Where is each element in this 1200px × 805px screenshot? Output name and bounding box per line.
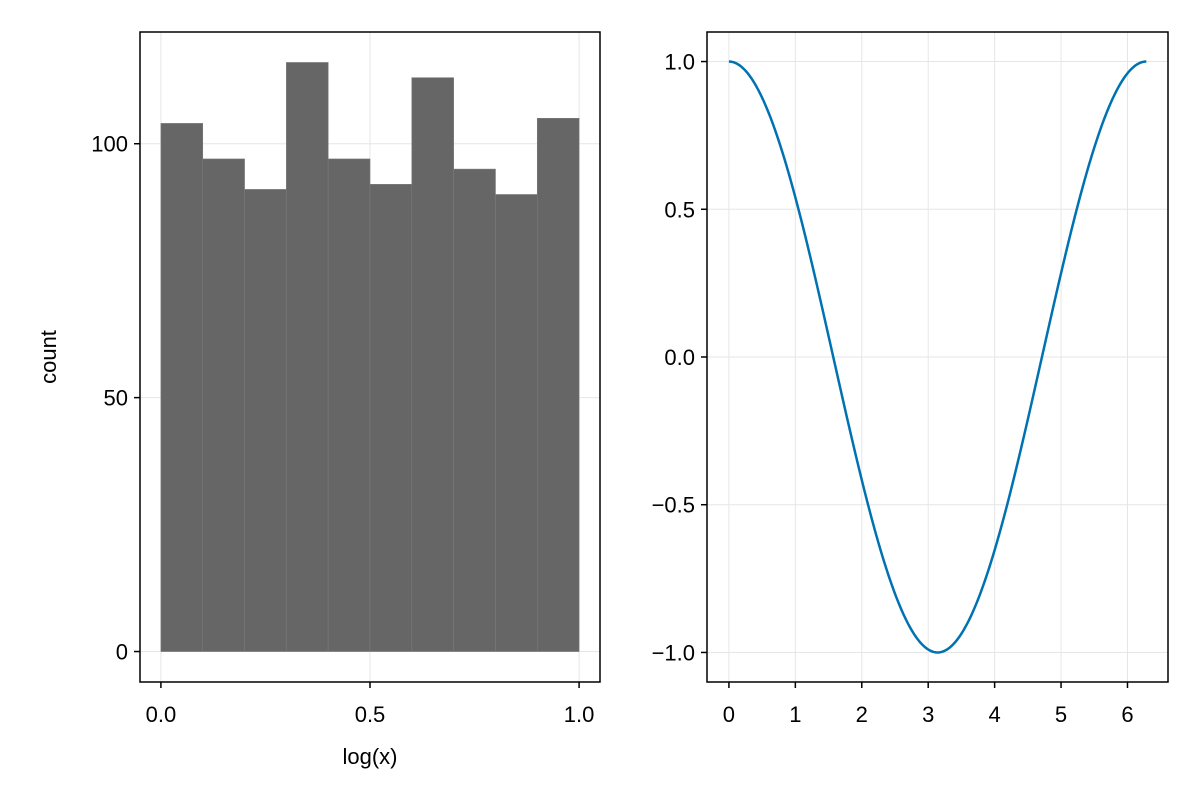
line-x-tick-label: 5 xyxy=(1055,702,1067,727)
histogram-bar xyxy=(495,194,538,652)
histogram-bar xyxy=(369,184,413,652)
histogram-x-tick-label: 0.5 xyxy=(355,702,386,727)
histogram-panel: 0.0 0.5 1.0 0 50 100 log(x) count xyxy=(36,31,601,769)
line-y-tick-label: −0.5 xyxy=(652,493,695,518)
line-x-tick-label: 1 xyxy=(789,702,801,727)
histogram-bar xyxy=(327,158,371,652)
histogram-y-tick-label: 50 xyxy=(104,386,128,411)
histogram-x-tick-label: 1.0 xyxy=(564,702,595,727)
histogram-bars xyxy=(160,62,580,652)
line-x-tick-label: 2 xyxy=(856,702,868,727)
histogram-y-ticks: 0 50 100 xyxy=(91,132,140,665)
histogram-y-tick-label: 0 xyxy=(116,640,128,665)
histogram-x-ticks: 0.0 0.5 1.0 xyxy=(146,682,595,727)
line-y-tick-label: 0.5 xyxy=(664,197,695,222)
histogram-y-tick-label: 100 xyxy=(91,132,128,157)
histogram-bar xyxy=(411,77,454,652)
histogram-bar xyxy=(286,62,329,652)
line-y-tick-label: 1.0 xyxy=(664,50,695,75)
line-x-tick-label: 0 xyxy=(723,702,735,727)
line-x-tick-label: 4 xyxy=(989,702,1001,727)
line-x-tick-label: 6 xyxy=(1121,702,1133,727)
histogram-x-tick-label: 0.0 xyxy=(146,702,177,727)
histogram-x-axis-label: log(x) xyxy=(342,744,397,769)
line-panel: 0 1 2 3 4 5 6 −1.0 −0.5 0.0 0.5 1.0 xyxy=(652,31,1169,727)
cosine-line xyxy=(728,60,1147,654)
line-x-tick-label: 3 xyxy=(922,702,934,727)
histogram-bar xyxy=(453,168,496,652)
histogram-bar xyxy=(160,123,204,652)
histogram-y-axis-label: count xyxy=(36,330,61,384)
histogram-bar xyxy=(244,189,287,652)
histogram-bar xyxy=(202,158,245,652)
line-y-tick-label: −1.0 xyxy=(652,640,695,665)
line-y-ticks: −1.0 −0.5 0.0 0.5 1.0 xyxy=(652,50,707,665)
line-y-tick-label: 0.0 xyxy=(664,345,695,370)
line-x-ticks: 0 1 2 3 4 5 6 xyxy=(723,682,1134,727)
histogram-bar xyxy=(536,118,580,652)
